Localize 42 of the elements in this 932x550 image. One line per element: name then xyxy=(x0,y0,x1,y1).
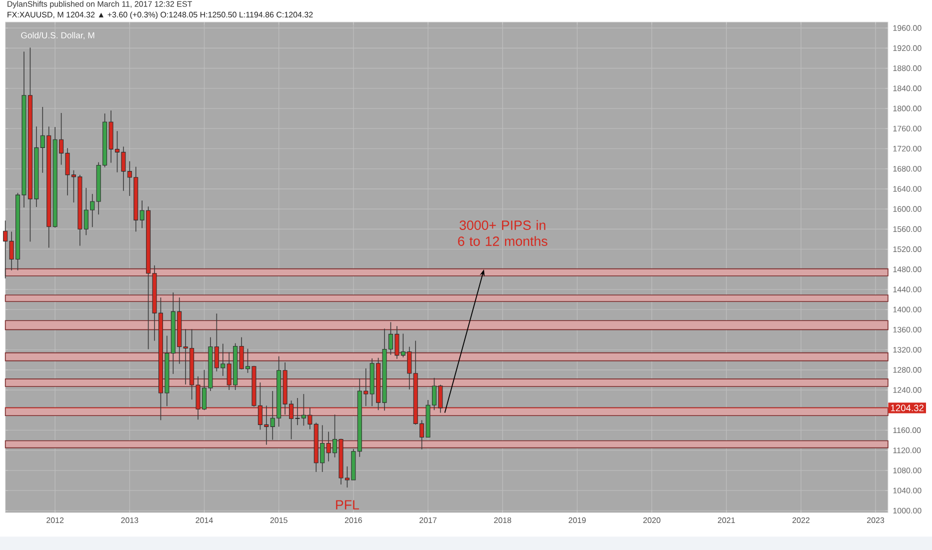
y-tick-label: 1960.00 xyxy=(893,25,922,31)
x-tick-label: 2018 xyxy=(494,517,512,524)
y-tick-label: 1920.00 xyxy=(893,45,922,51)
y-tick-label: 1600.00 xyxy=(893,206,922,212)
y-tick-label: 1440.00 xyxy=(893,286,922,292)
x-tick-label: 2020 xyxy=(643,517,660,524)
y-tick-label: 1360.00 xyxy=(893,326,922,333)
y-tick-label: 1000.00 xyxy=(893,508,922,514)
x-tick-label: 2016 xyxy=(344,517,362,524)
y-tick-label: 1800.00 xyxy=(893,106,922,112)
x-tick-label: 2015 xyxy=(270,517,288,524)
x-tick-label: 2022 xyxy=(792,517,810,524)
y-tick-label: 1520.00 xyxy=(893,246,922,252)
x-tick-label: 2021 xyxy=(718,517,735,524)
text: DylanShifts published on March 11, 2017 12:32 EST xyxy=(8,0,192,8)
x-tick-label: 2019 xyxy=(568,517,586,524)
y-tick-label: 1560.00 xyxy=(893,226,922,232)
chart-subtitle: FX:XAUUSD, M 1204.32 ▲ +3.60 (+0.3%) O:1248.05 H:1250.50 L:1194.86 C:1204.32 xyxy=(8,12,313,20)
y-tick-label: 1040.00 xyxy=(893,488,922,494)
x-tick-label: 2012 xyxy=(46,517,64,524)
x-tick-label: 2017 xyxy=(420,517,437,524)
y-tick-label: 1240.00 xyxy=(893,387,922,393)
y-tick-label: 1720.00 xyxy=(893,146,922,152)
y-tick-label: 1120.00 xyxy=(893,447,921,454)
annotation: PFL xyxy=(336,500,360,510)
x-tick-label: 2013 xyxy=(121,517,138,524)
y-tick-label: 1880.00 xyxy=(893,65,922,72)
x-tick-label: 2023 xyxy=(867,517,884,524)
y-tick-label: 1640.00 xyxy=(893,186,922,192)
y-tick-label: 1400.00 xyxy=(893,306,922,312)
annotation: 3000+ PIPS in 6 to 12 months xyxy=(458,220,548,246)
y-tick-label: 1280.00 xyxy=(893,367,922,373)
text: Gold/U.S. Dollar, M xyxy=(21,32,94,40)
y-tick-label: 1680.00 xyxy=(893,166,922,172)
y-tick-label: 1080.00 xyxy=(893,468,922,474)
y-tick-label: 1160.00 xyxy=(893,427,921,434)
ref-line-label: 1204.32 xyxy=(890,404,924,412)
y-tick-label: 1320.00 xyxy=(893,346,922,353)
y-tick-label: 1480.00 xyxy=(893,266,922,272)
y-tick-label: 1840.00 xyxy=(893,86,922,92)
y-tick-label: 1760.00 xyxy=(893,126,922,132)
x-tick-label: 2014 xyxy=(196,517,213,524)
